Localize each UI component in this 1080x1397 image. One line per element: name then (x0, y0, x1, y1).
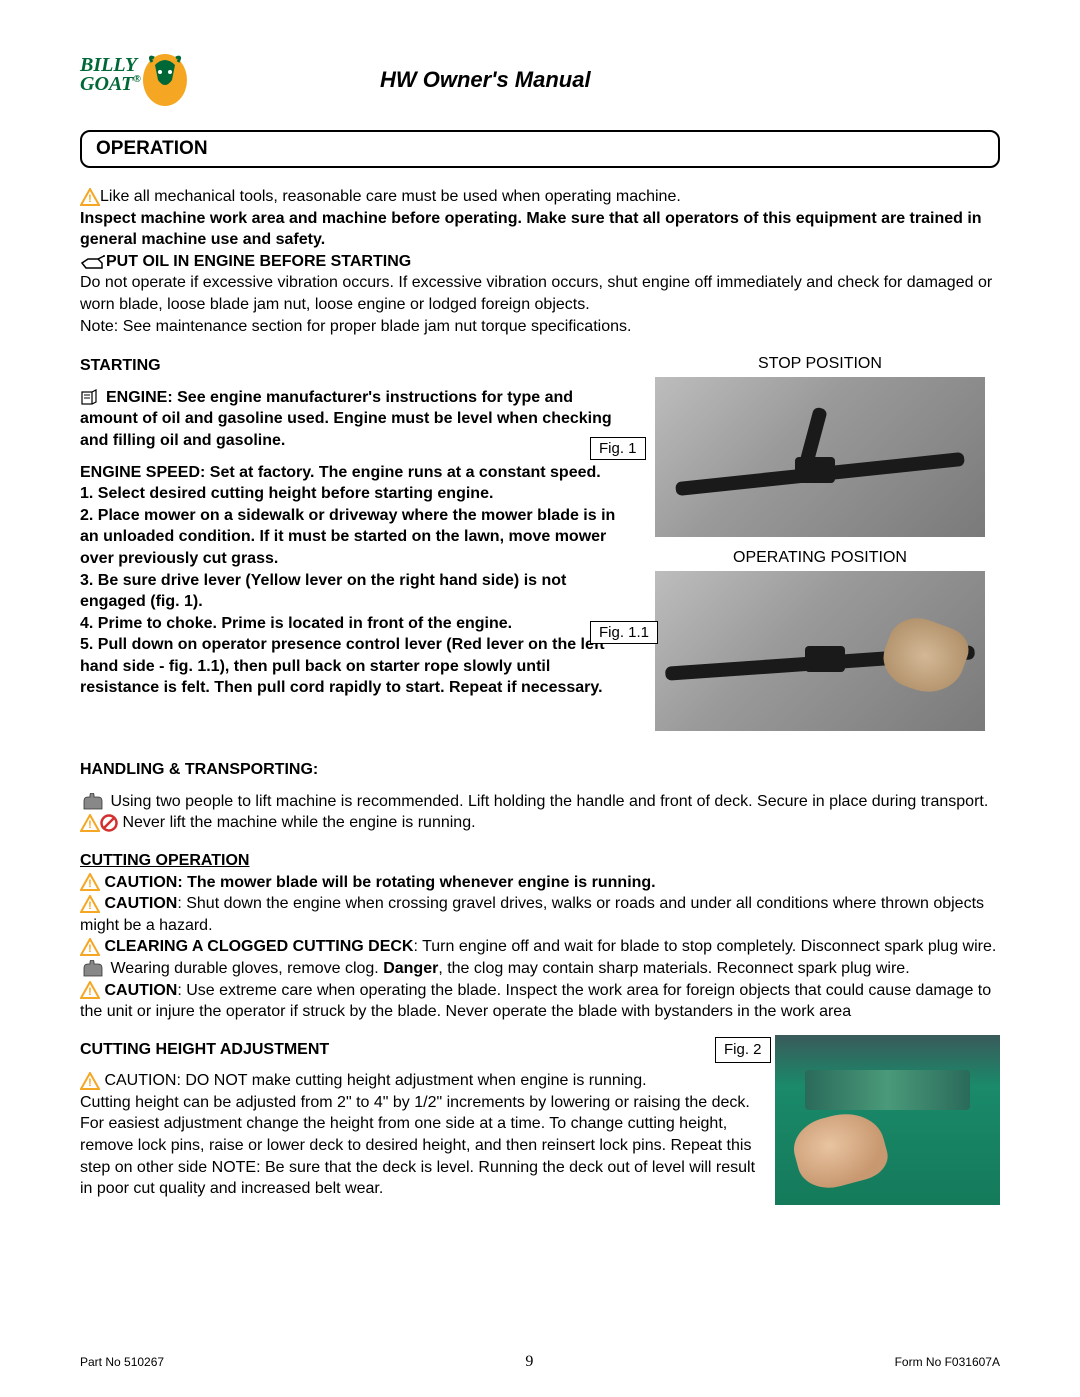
svg-text:!: ! (88, 986, 92, 998)
step-3: 3. Be sure drive lever (Yellow lever on … (80, 570, 620, 613)
section-heading: OPERATION (96, 138, 984, 160)
brand-logo: BILLY GOAT® (80, 50, 190, 110)
figure-2-image (775, 1035, 1000, 1205)
fig1-label: Fig. 1 (590, 437, 646, 460)
svg-text:!: ! (88, 900, 92, 912)
height-p1: CAUTION: DO NOT make cutting height adju… (100, 1072, 647, 1089)
cutting-heading: CUTTING OPERATION (80, 850, 1000, 872)
footer-right: Form No F031607A (895, 1355, 1000, 1369)
glove-icon (80, 960, 106, 978)
operating-caption: OPERATING POSITION (640, 549, 1000, 567)
logo-line2: GOAT (80, 73, 133, 95)
fig11-label: Fig. 1.1 (590, 621, 658, 644)
warning-icon: ! (80, 981, 100, 999)
cutting-section: CUTTING OPERATION ! CAUTION: The mower b… (80, 850, 1000, 1023)
svg-text:!: ! (88, 819, 92, 831)
starting-text: STARTING ENGINE: See engine manufacturer… (80, 355, 620, 743)
figures-column: STOP POSITION Fig. 1 OPERATING POSITION … (640, 355, 1000, 743)
handling-heading: HANDLING & TRANSPORTING: (80, 759, 1000, 781)
intro-line1: Like all mechanical tools, reasonable ca… (100, 188, 681, 205)
caution-5b: : Use extreme care when operating the bl… (80, 982, 991, 1021)
step-5: 5. Pull down on operator presence contro… (80, 634, 620, 699)
svg-text:!: ! (88, 193, 92, 205)
oil-can-icon (80, 253, 106, 271)
manual-icon (80, 389, 106, 407)
warning-icon: ! (80, 873, 100, 891)
section-heading-box: OPERATION (80, 130, 1000, 168)
header: BILLY GOAT® HW Owner's Manual (80, 50, 1000, 110)
warning-icon: ! (80, 1072, 100, 1090)
svg-text:!: ! (88, 878, 92, 890)
fig2-label: Fig. 2 (715, 1037, 771, 1063)
step-1: 1. Select desired cutting height before … (80, 483, 620, 505)
prohibit-icon (100, 814, 118, 832)
document-title: HW Owner's Manual (380, 67, 591, 93)
vibration-line: Do not operate if excessive vibration oc… (80, 274, 992, 313)
caution-1: CAUTION: The mower blade will be rotatin… (104, 874, 655, 891)
glove-icon (80, 793, 106, 811)
warning-icon: ! (80, 938, 100, 956)
figure-2: Fig. 2 (775, 1035, 1000, 1205)
caution-4c: , the clog may contain sharp materials. … (438, 960, 909, 977)
warning-icon: ! (80, 188, 100, 206)
handling-p2: Never lift the machine while the engine … (118, 814, 476, 831)
caution-5a: CAUTION (104, 982, 177, 999)
caution-4b: Danger (383, 960, 438, 977)
caution-4a: Wearing durable gloves, remove clog. (106, 960, 383, 977)
step-4: 4. Prime to choke. Prime is located in f… (80, 613, 620, 635)
speed-text: ENGINE SPEED: Set at factory. The engine… (80, 462, 620, 484)
page-number: 9 (525, 1353, 533, 1371)
warning-icon: ! (80, 895, 100, 913)
handling-section: HANDLING & TRANSPORTING: Using two peopl… (80, 759, 1000, 834)
page-footer: Part No 510267 9 Form No F031607A (80, 1353, 1000, 1371)
warning-icon: ! (80, 814, 100, 832)
starting-section: STARTING ENGINE: See engine manufacturer… (80, 355, 1000, 743)
svg-text:!: ! (88, 943, 92, 955)
figure-1-1: Fig. 1.1 (640, 571, 1000, 731)
caution-3a: CLEARING A CLOGGED CUTTING DECK (104, 938, 413, 955)
intro-block: ! Like all mechanical tools, reasonable c… (80, 186, 1000, 337)
oil-line: PUT OIL IN ENGINE BEFORE STARTING (106, 253, 411, 270)
caution-2a: CAUTION (104, 895, 177, 912)
engine-text: ENGINE: See engine manufacturer's instru… (80, 389, 612, 449)
figure-1: Fig. 1 (640, 377, 1000, 537)
figure-1-1-image (655, 571, 985, 731)
note-line: Note: See maintenance section for proper… (80, 318, 631, 335)
svg-text:!: ! (88, 1077, 92, 1089)
caution-3b: : Turn engine off and wait for blade to … (413, 938, 996, 955)
step-2: 2. Place mower on a sidewalk or driveway… (80, 505, 620, 570)
goat-icon (140, 50, 190, 110)
height-section: Fig. 2 CUTTING HEIGHT ADJUSTMENT ! CAUTI… (80, 1039, 1000, 1200)
footer-left: Part No 510267 (80, 1355, 164, 1369)
handling-p1: Using two people to lift machine is reco… (106, 793, 988, 810)
figure-1-image (655, 377, 985, 537)
stop-caption: STOP POSITION (640, 355, 1000, 373)
logo-text: BILLY GOAT® (80, 56, 141, 94)
starting-heading: STARTING (80, 355, 620, 377)
intro-line2: Inspect machine work area and machine be… (80, 210, 982, 249)
caution-2b: : Shut down the engine when crossing gra… (80, 895, 984, 934)
